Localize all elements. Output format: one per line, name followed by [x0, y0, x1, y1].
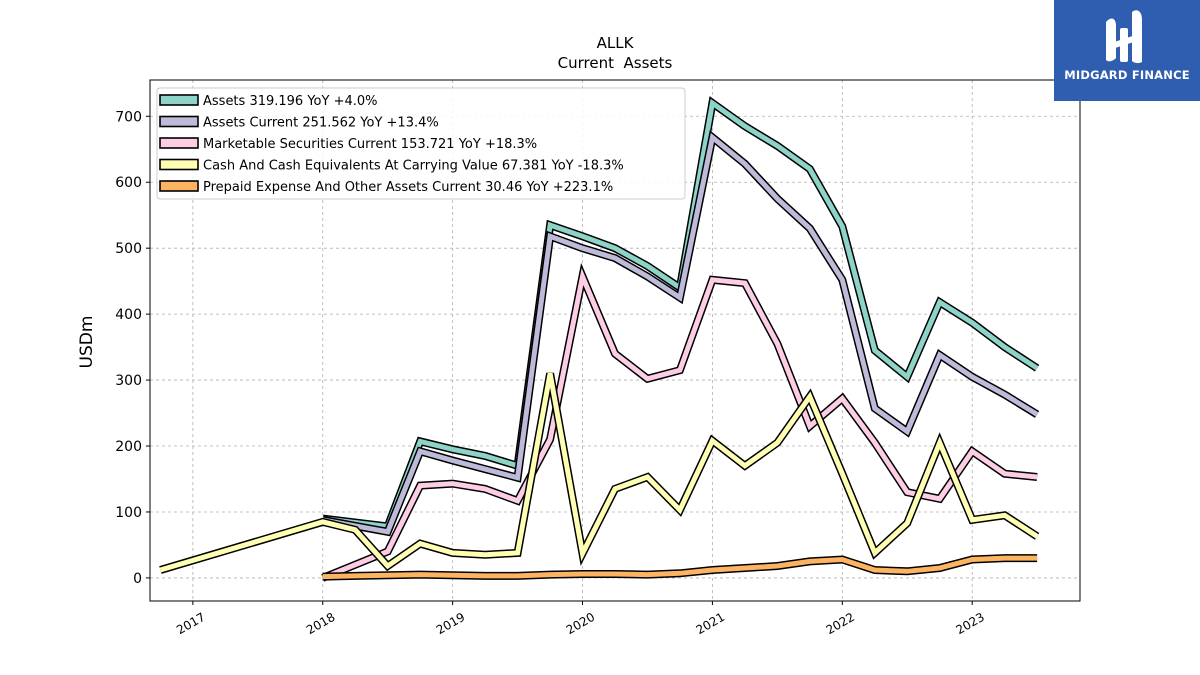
- legend-swatch: [159, 115, 199, 128]
- legend-entry-label: Marketable Securities Current 153.721 Yo…: [203, 137, 537, 152]
- series-5-line: [322, 554, 1038, 581]
- series-stroke: [322, 555, 1038, 580]
- x-tick-label: 2022: [824, 610, 857, 637]
- y-tick-label: 0: [133, 571, 142, 587]
- series-1-line: [322, 96, 1040, 531]
- x-tick-label: 2018: [304, 610, 337, 637]
- plot-frame: [149, 79, 1081, 602]
- series-4-line: [159, 372, 1040, 574]
- x-tick-label: 2017: [174, 610, 207, 637]
- legend-swatch: [159, 137, 199, 149]
- y-tick-label: 600: [115, 175, 142, 191]
- chart-subtitle: Current Assets: [558, 54, 673, 72]
- legend-entry-label: Assets 319.196 YoY +4.0%: [203, 94, 378, 109]
- series-3-line: [321, 262, 1038, 582]
- legend-swatch: [159, 158, 199, 171]
- logo-mark-icon: [1106, 10, 1142, 64]
- legend-swatch: [159, 94, 199, 106]
- y-tick-label: 200: [115, 439, 142, 455]
- x-tick-label: 2019: [434, 610, 467, 637]
- series-stroke: [322, 98, 1039, 530]
- y-tick-label: 500: [115, 241, 142, 257]
- legend-entry-label: Prepaid Expense And Other Assets Current…: [203, 180, 613, 195]
- y-tick-label: 700: [115, 109, 142, 125]
- series-2-line: [322, 130, 1040, 537]
- chart-title: ALLK: [597, 34, 635, 52]
- legend-entry-label: Assets Current 251.562 YoY +13.4%: [203, 116, 439, 131]
- series-stroke: [321, 268, 1038, 581]
- y-tick-label: 400: [115, 307, 142, 323]
- x-tick-label: 2020: [564, 610, 597, 637]
- y-tick-label: 100: [115, 505, 142, 521]
- y-axis-label: USDm: [77, 316, 97, 369]
- x-tick-label: 2021: [694, 610, 727, 637]
- legend-entry-label: Cash And Cash Equivalents At Carrying Va…: [203, 159, 624, 174]
- x-tick-label: 2023: [953, 610, 986, 637]
- legend-box: [156, 87, 686, 200]
- series-outline: [159, 372, 1040, 574]
- series-stroke: [159, 373, 1039, 573]
- series-stroke: [322, 132, 1039, 535]
- y-tick-label: 300: [115, 373, 142, 389]
- logo-text: MIDGARD FINANCE: [1064, 68, 1190, 82]
- legend-swatch: [159, 180, 199, 192]
- midgard-finance-logo: MIDGARD FINANCE: [1054, 0, 1200, 101]
